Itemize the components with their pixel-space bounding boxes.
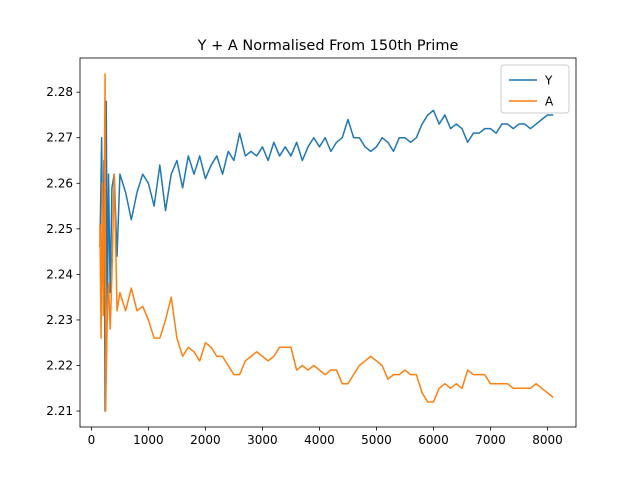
- y-tick-label: 2.23: [46, 313, 73, 327]
- x-tick-label: 1000: [133, 433, 164, 447]
- series-layer: [99, 73, 554, 412]
- x-tick-label: 2000: [190, 433, 221, 447]
- legend-label-a: A: [545, 95, 554, 109]
- legend-box: [500, 64, 570, 114]
- y-tick-label: 2.25: [46, 222, 73, 236]
- y-tick-label: 2.21: [46, 404, 73, 418]
- y-tick-label: 2.27: [46, 131, 73, 145]
- x-tick-label: 7000: [475, 433, 506, 447]
- series-line-y: [99, 100, 554, 412]
- legend: YA: [500, 64, 570, 114]
- y-axis: 2.21 2.22 2.23 2.24 2.25 2.26 2.27 2.28: [46, 85, 80, 418]
- series-line-a: [99, 73, 554, 412]
- x-tick-label: 5000: [361, 433, 392, 447]
- plot-area: 0 1000 2000 3000 4000 5000 6000 7000 8000 2.212.…: [46, 57, 577, 447]
- x-axis: 0 1000 2000 3000 4000 5000 6000 7000 8000: [88, 427, 563, 447]
- legend-label-y: Y: [544, 74, 553, 88]
- chart-title: Y + A Normalised From 150th Prime: [197, 38, 459, 54]
- y-tick-label: 2.22: [46, 359, 73, 373]
- y-tick-label: 2.24: [46, 267, 73, 281]
- x-tick-label: 4000: [304, 433, 335, 447]
- y-tick-label: 2.26: [46, 176, 73, 190]
- y-tick-label: 2.28: [46, 85, 73, 99]
- x-tick-label: 8000: [532, 433, 563, 447]
- x-tick-label: 0: [88, 433, 96, 447]
- x-tick-label: 6000: [418, 433, 449, 447]
- plot-background: [80, 58, 576, 427]
- axes-frame: [79, 57, 577, 428]
- x-tick-label: 3000: [247, 433, 278, 447]
